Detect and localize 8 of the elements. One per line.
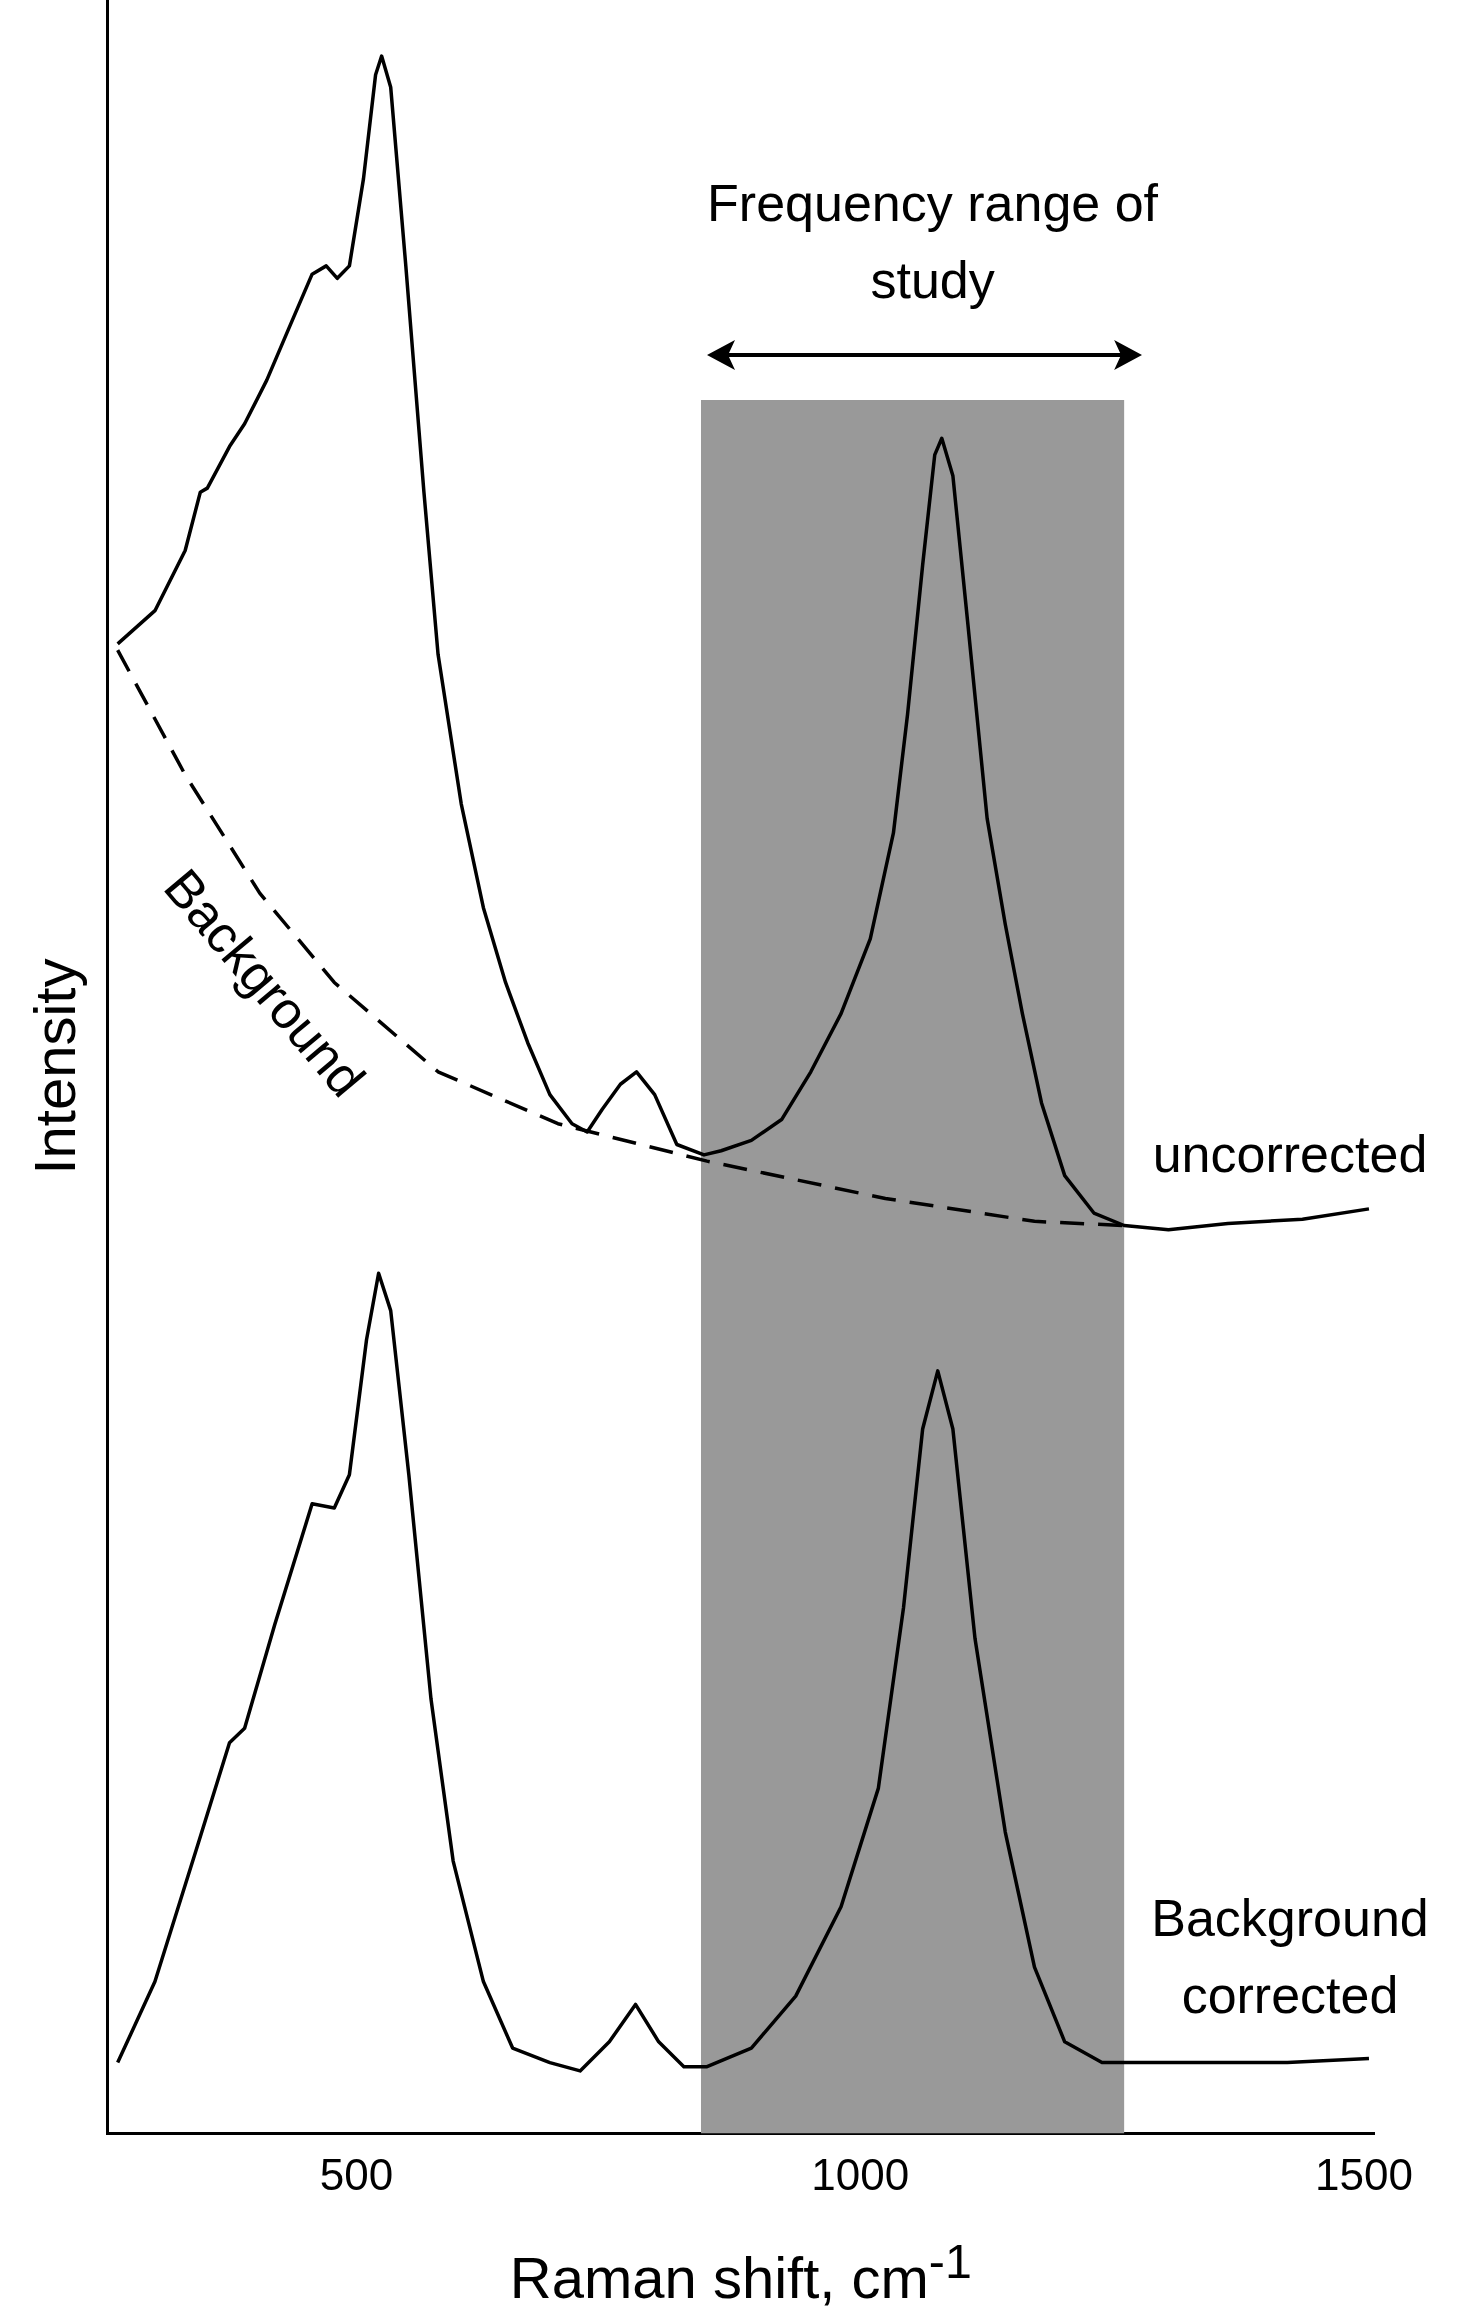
series-label: Background corrected bbox=[1151, 1888, 1429, 2024]
series-label: uncorrected bbox=[1152, 1125, 1428, 1184]
x-tick-label: 500 bbox=[319, 2149, 394, 2199]
x-tick-label: 1000 bbox=[811, 2149, 910, 2199]
x-axis-title: Raman shift, cm$^{-1}$ bbox=[508, 2233, 973, 2313]
band-label: Frequency range of study bbox=[707, 174, 1159, 310]
x-tick-label: 1500 bbox=[1314, 2149, 1413, 2199]
y-axis-title: Intensity bbox=[21, 958, 87, 1175]
